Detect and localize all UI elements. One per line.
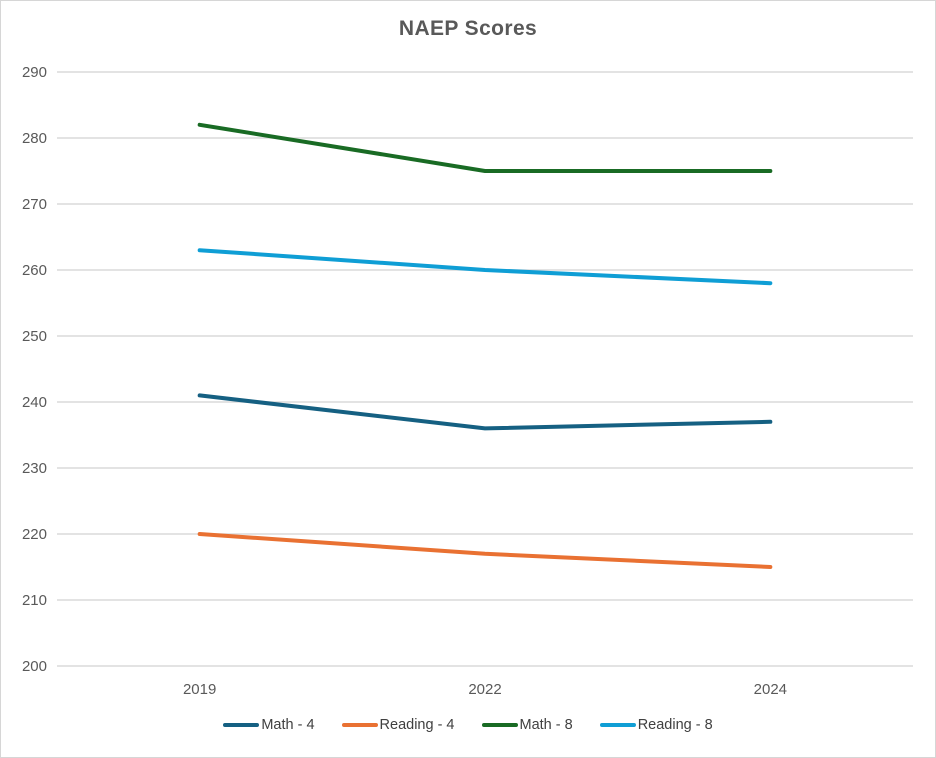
legend-label: Reading - 4 [379, 717, 455, 733]
y-axis-tick-label: 250 [22, 328, 47, 345]
x-axis-tick-label: 2022 [468, 681, 501, 698]
y-axis-tick-label: 280 [22, 130, 47, 147]
legend-item-math-4: Math - 4 [223, 717, 315, 733]
y-axis-tick-label: 260 [22, 262, 47, 279]
y-axis-tick-label: 210 [22, 592, 47, 609]
legend-label: Math - 8 [519, 717, 573, 733]
x-axis-tick-label: 2024 [754, 681, 787, 698]
y-axis-tick-label: 290 [22, 64, 47, 81]
y-axis-tick-label: 230 [22, 460, 47, 477]
series-line-reading-4 [197, 532, 773, 569]
series-line-reading-8 [197, 248, 773, 286]
series-line-math-8 [197, 122, 773, 173]
chart-legend: Math - 4 Reading - 4 Math - 8 Reading - 8 [1, 717, 935, 733]
legend-swatch [481, 723, 518, 727]
y-axis-tick-label: 270 [22, 196, 47, 213]
legend-item-math-8: Math - 8 [481, 717, 573, 733]
chart-title: NAEP Scores [398, 17, 538, 40]
series-line-math-4 [197, 393, 773, 431]
legend-item-reading-4: Reading - 4 [341, 717, 455, 733]
legend-label: Math - 4 [261, 717, 315, 733]
legend-label: Reading - 8 [637, 717, 713, 733]
y-axis-tick-label: 240 [22, 394, 47, 411]
legend-swatch [223, 723, 260, 727]
y-axis-tick-label: 220 [22, 526, 47, 543]
legend-swatch [341, 723, 378, 727]
legend-item-reading-8: Reading - 8 [599, 717, 713, 733]
y-axis-tick-label: 200 [22, 658, 47, 675]
line-chart-plot: 200 210 220 230 240 250 260 270 280 290 2019 2022 20… [22, 64, 913, 698]
x-axis-tick-label: 2019 [183, 681, 216, 698]
legend-swatch [599, 723, 636, 727]
